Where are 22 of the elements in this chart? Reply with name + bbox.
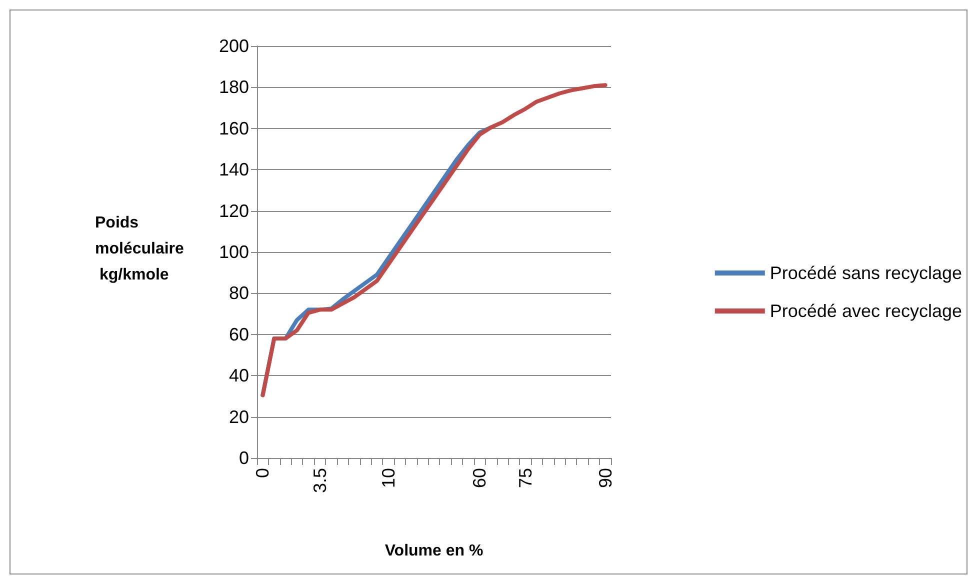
y-tick-label: 120 [218,200,249,221]
y-tick-label: 0 [238,448,249,468]
line-series [260,83,608,398]
y-tick-label: 140 [218,160,249,180]
y-tick-label: 20 [228,406,249,427]
y-tick-label: 200 [218,36,249,56]
y-tick-label: 40 [228,366,249,386]
x-tick-label: 75 [515,468,536,488]
x-tick-label: 60 [470,468,490,488]
y-axis-title: Poids moléculaire kg/kmole [95,214,184,284]
y-tick-label: 80 [228,283,249,304]
x-tick-label: 10 [378,468,398,488]
y-tick-label: 60 [228,324,249,344]
y-tick-label: 100 [218,242,249,262]
legend-label: Procédé sans recyclage [770,263,962,283]
x-tick-label: 0 [252,468,273,478]
x-axis-title: Volume en % [384,542,484,560]
x-tick-label: 3.5 [310,468,330,494]
y-tick-label: 180 [218,77,249,98]
legend-label: Procédé avec recyclage [770,301,962,321]
x-tick-label: 90 [595,468,616,488]
y-tick-label: 160 [218,118,249,138]
